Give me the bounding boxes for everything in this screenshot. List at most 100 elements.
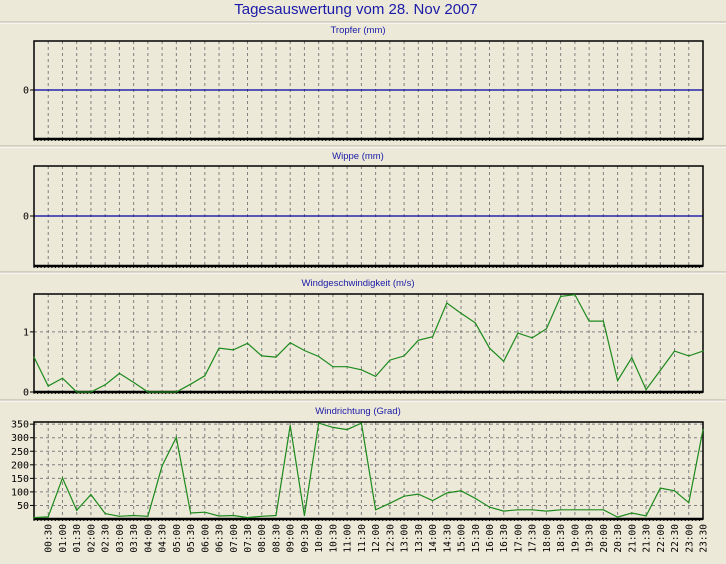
data-point-10:00 (318, 355, 320, 358)
data-point-11:30 (360, 369, 362, 371)
data-point-18:00 (545, 328, 548, 330)
y-tick-label: 250 (11, 447, 29, 458)
y-tick-label: 0 (23, 388, 29, 399)
y-tick-label: 1 (23, 327, 29, 338)
x-tick-label: 14:30 (442, 524, 453, 553)
data-point-08:00 (261, 515, 263, 517)
data-point-16:30 (503, 510, 505, 512)
x-tick-label: 10:30 (328, 524, 339, 553)
x-tick-label: 10:00 (314, 524, 325, 553)
panel-3: Windrichtung (Grad) 50 100 150 200 250 300 350 0… (0, 399, 726, 553)
y-tick-label: 0 (23, 212, 29, 223)
x-tick-label: 09:30 (300, 524, 311, 553)
data-point-00:00 (33, 517, 35, 519)
x-tick-label: 07:00 (229, 524, 240, 553)
data-point-14:00 (431, 336, 434, 338)
x-tick-label: 23:30 (699, 524, 710, 553)
data-point-21:30 (645, 515, 647, 517)
data-point-17:30 (531, 509, 533, 511)
panel-2: Windgeschwindigkeit (m/s) 0 1 (0, 271, 726, 399)
data-point-03:00 (118, 515, 121, 517)
x-tick-label: 13:30 (414, 524, 425, 553)
data-point-16:30 (503, 360, 505, 362)
data-point-09:30 (303, 349, 306, 352)
panel-title: Windrichtung (Grad) (315, 406, 401, 417)
data-point-02:30 (104, 512, 106, 515)
data-point-07:30 (246, 517, 249, 519)
x-tick-label: 12:30 (385, 524, 396, 553)
x-tick-label: 04:30 (158, 524, 169, 553)
data-point-05:00 (175, 391, 177, 393)
panel-title: Tropfer (mm) (330, 25, 385, 36)
x-tick-label: 08:00 (257, 524, 268, 553)
x-tick-label: 05:30 (186, 524, 197, 553)
data-point-13:30 (417, 493, 419, 495)
data-point-17:00 (517, 509, 519, 511)
y-tick-label: 100 (11, 487, 29, 498)
data-point-14:30 (446, 302, 448, 304)
data-point-13:30 (417, 339, 419, 341)
data-point-14:30 (446, 492, 448, 494)
data-point-22:30 (673, 350, 676, 352)
data-point-15:00 (460, 312, 462, 314)
plot-frame (33, 421, 704, 520)
data-point-17:30 (531, 337, 533, 339)
data-point-01:30 (76, 509, 78, 511)
x-tick-label: 00:30 (44, 524, 55, 553)
x-tick-label: 17:30 (528, 524, 539, 553)
x-tick-label: 06:30 (215, 524, 226, 553)
data-point-07:30 (246, 342, 249, 344)
data-point-12:00 (375, 375, 377, 377)
data-point-21:00 (631, 512, 633, 514)
data-point-01:00 (61, 377, 64, 379)
x-tick-label: 16:00 (485, 524, 496, 553)
data-point-13:00 (403, 355, 405, 357)
data-point-19:30 (588, 509, 590, 511)
data-point-13:00 (403, 495, 405, 497)
data-point-20:30 (616, 516, 619, 518)
data-point-04:00 (147, 391, 149, 393)
data-point-22:00 (659, 369, 661, 371)
data-point-18:30 (560, 295, 562, 298)
series-line (33, 293, 704, 393)
data-point-06:00 (204, 375, 206, 377)
x-tick-label: 20:00 (599, 524, 610, 553)
data-point-12:30 (389, 502, 391, 504)
x-tick-label: 11:00 (343, 524, 354, 553)
data-point-09:00 (289, 342, 291, 344)
x-tick-label: 15:00 (457, 524, 468, 553)
data-point-02:30 (104, 384, 106, 386)
x-tick-label: 15:30 (471, 524, 482, 553)
x-tick-label: 18:00 (542, 524, 553, 553)
y-tick-label: 50 (17, 501, 29, 512)
data-point-00:30 (47, 516, 49, 518)
y-tick-label: 350 (11, 420, 29, 431)
y-tick-label: 300 (11, 433, 29, 444)
x-tick-label: 06:00 (200, 524, 211, 553)
data-point-17:00 (517, 332, 519, 334)
data-point-06:30 (218, 347, 220, 349)
data-point-06:00 (204, 511, 206, 513)
x-tick-label: 09:00 (286, 524, 297, 553)
x-tick-label: 21:00 (627, 524, 638, 553)
data-point-05:00 (175, 436, 177, 439)
x-tick-label: 17:00 (513, 524, 524, 553)
data-point-05:30 (189, 383, 192, 385)
data-point-11:00 (346, 366, 348, 368)
series-line (33, 422, 704, 519)
data-point-05:30 (189, 512, 192, 514)
data-point-19:00 (574, 509, 576, 511)
data-point-22:30 (673, 490, 676, 492)
data-point-15:30 (474, 322, 476, 324)
data-point-20:30 (616, 379, 619, 382)
x-tick-label: 02:30 (101, 524, 112, 553)
x-tick-label: 12:00 (371, 524, 382, 553)
x-tick-label: 08:30 (271, 524, 282, 553)
data-point-20:00 (602, 509, 604, 511)
data-point-00:00 (33, 356, 35, 358)
data-point-03:00 (118, 372, 121, 374)
x-tick-label: 04:00 (143, 524, 154, 553)
data-point-03:30 (133, 514, 135, 517)
data-point-09:30 (303, 514, 306, 517)
